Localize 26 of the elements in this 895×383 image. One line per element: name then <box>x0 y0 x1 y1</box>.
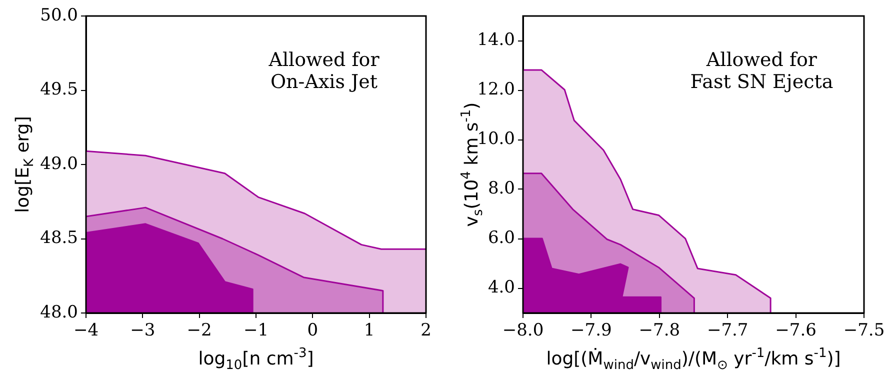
x-tick-label: −4 <box>73 320 99 341</box>
y-tick-label: 48.5 <box>40 228 78 248</box>
y-tick-label: 12.0 <box>477 80 515 100</box>
y-tick-label: 14.0 <box>477 30 515 50</box>
annotation: Allowed for Fast SN Ejecta <box>690 48 834 93</box>
y-tick-label: 6.0 <box>488 228 515 248</box>
x-tick-label: −7.7 <box>706 320 748 341</box>
y-tick-label: 50.0 <box>40 5 78 26</box>
x-tick-label: −2 <box>186 320 212 341</box>
x-tick-label: 0 <box>307 320 318 341</box>
x-tick-label: −8.0 <box>502 320 544 341</box>
x-tick-label: −7.8 <box>638 320 680 341</box>
y-axis-title: log[EK erg] <box>12 116 37 213</box>
x-tick-label: 1 <box>364 320 375 341</box>
x-tick-label: −7.5 <box>843 320 885 341</box>
y-tick-label: 49.5 <box>40 80 78 100</box>
annotation: Allowed for On-Axis Jet <box>268 48 380 93</box>
x-tick-label: 2 <box>420 320 432 341</box>
y-tick-label: 49.0 <box>40 154 78 174</box>
x-tick-label: −7.6 <box>775 320 816 341</box>
y-tick-label: 8.0 <box>488 178 515 199</box>
x-tick-label: −7.9 <box>570 320 612 341</box>
x-tick-label: −3 <box>130 320 156 341</box>
y-tick-label: 4.0 <box>488 278 515 298</box>
x-tick-label: −1 <box>243 320 269 341</box>
y-tick-label: 48.0 <box>40 302 78 322</box>
